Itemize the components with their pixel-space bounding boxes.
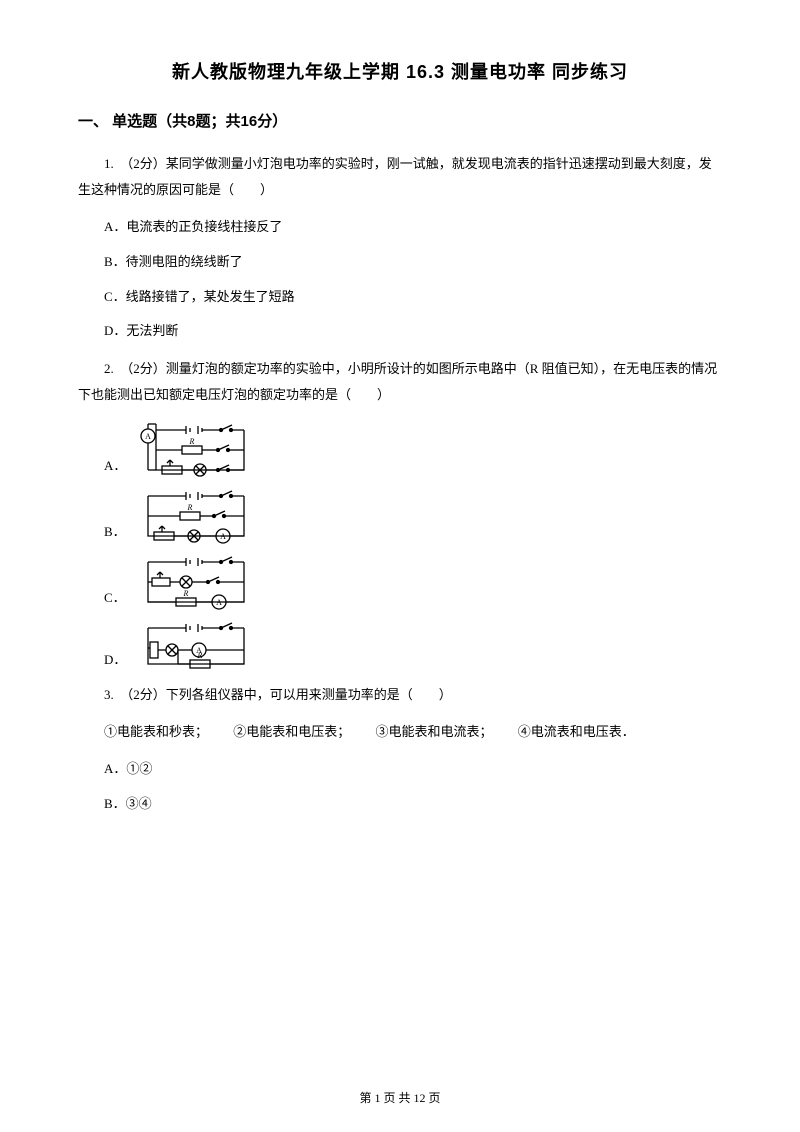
q1-optA: A．电流表的正负接线柱接反了: [78, 217, 722, 238]
q1-optB: B．待测电阻的绕线断了: [78, 252, 722, 273]
q2-optC-label: C．: [78, 587, 126, 610]
q3-stem: 3. （2分）下列各组仪器中，可以用来测量功率的是（ ）: [78, 682, 722, 708]
q3-combo4: ④电流表和电压表．: [518, 724, 635, 739]
q3-combos: ①电能表和秒表； ②电能表和电压表； ③电能表和电流表； ④电流表和电压表．: [78, 722, 722, 743]
svg-text:R: R: [186, 503, 192, 512]
q3-combo2: ②电能表和电压表；: [233, 724, 350, 739]
q3-combo3: ③电能表和电流表；: [376, 724, 493, 739]
q2-optB-label: B．: [78, 521, 126, 544]
q3-combo1: ①电能表和秒表；: [104, 724, 208, 739]
q1-optC: C．线路接错了，某处发生了短路: [78, 287, 722, 308]
page-title: 新人教版物理九年级上学期 16.3 测量电功率 同步练习: [78, 58, 722, 84]
circuit-diagram-D-icon: A R: [136, 620, 254, 672]
page-footer: 第 1 页 共 12 页: [0, 1089, 800, 1106]
q2-optB-row: B． R: [78, 488, 722, 544]
q2-optA-row: A． A: [78, 422, 722, 478]
svg-text:A: A: [220, 532, 226, 541]
circuit-diagram-C-icon: R A: [136, 554, 254, 610]
circuit-diagram-A-icon: A R: [136, 422, 254, 478]
svg-text:R: R: [189, 437, 195, 446]
q1-stem: 1. （2分）某同学做测量小灯泡电功率的实验时，刚一试触，就发现电流表的指针迅速…: [78, 151, 722, 203]
svg-text:A: A: [146, 432, 152, 441]
q2-optC-row: C．: [78, 554, 722, 610]
q2-optA-label: A．: [78, 455, 126, 478]
q2-optD-row: D． A: [78, 620, 722, 672]
q2-stem: 2. （2分）测量灯泡的额定功率的实验中，小明所设计的如图所示电路中（R 阻值已…: [78, 356, 722, 408]
circuit-diagram-B-icon: R A: [136, 488, 254, 544]
svg-text:R: R: [182, 589, 188, 598]
q3-optB: B．③④: [78, 794, 722, 815]
q1-optD: D．无法判断: [78, 321, 722, 342]
section-header: 一、 单选题（共8题；共16分）: [78, 110, 722, 131]
q3-optA: A．①②: [78, 759, 722, 780]
svg-text:R: R: [197, 651, 203, 660]
svg-text:A: A: [216, 598, 222, 607]
q2-optD-label: D．: [78, 649, 126, 672]
